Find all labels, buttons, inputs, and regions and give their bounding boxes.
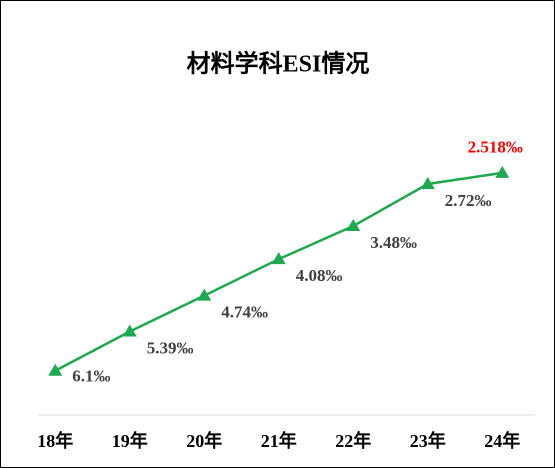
value-label: 2.518‰ bbox=[468, 138, 523, 157]
x-tick-label: 24年 bbox=[484, 430, 520, 451]
x-tick-label: 19年 bbox=[112, 430, 148, 451]
value-label: 4.74‰ bbox=[221, 303, 268, 322]
value-label: 6.1‰ bbox=[72, 367, 110, 386]
marker bbox=[197, 288, 212, 301]
value-label: 5.39‰ bbox=[147, 338, 194, 357]
marker bbox=[346, 219, 361, 231]
marker bbox=[122, 324, 137, 337]
marker bbox=[495, 165, 510, 178]
marker bbox=[48, 363, 63, 376]
chart-title: 材料学科ESI情况 bbox=[187, 50, 370, 78]
marker bbox=[420, 177, 435, 189]
x-tick-label: 20年 bbox=[186, 430, 222, 451]
marker bbox=[271, 252, 286, 265]
value-label: 3.48‰ bbox=[370, 233, 417, 252]
x-tick-label: 18年 bbox=[37, 430, 73, 451]
x-tick-label: 23年 bbox=[410, 430, 446, 451]
x-tick-label: 22年 bbox=[335, 430, 371, 451]
value-label: 4.08‰ bbox=[296, 266, 343, 285]
x-tick-label: 21年 bbox=[261, 430, 297, 451]
value-label: 2.72‰ bbox=[445, 191, 492, 210]
